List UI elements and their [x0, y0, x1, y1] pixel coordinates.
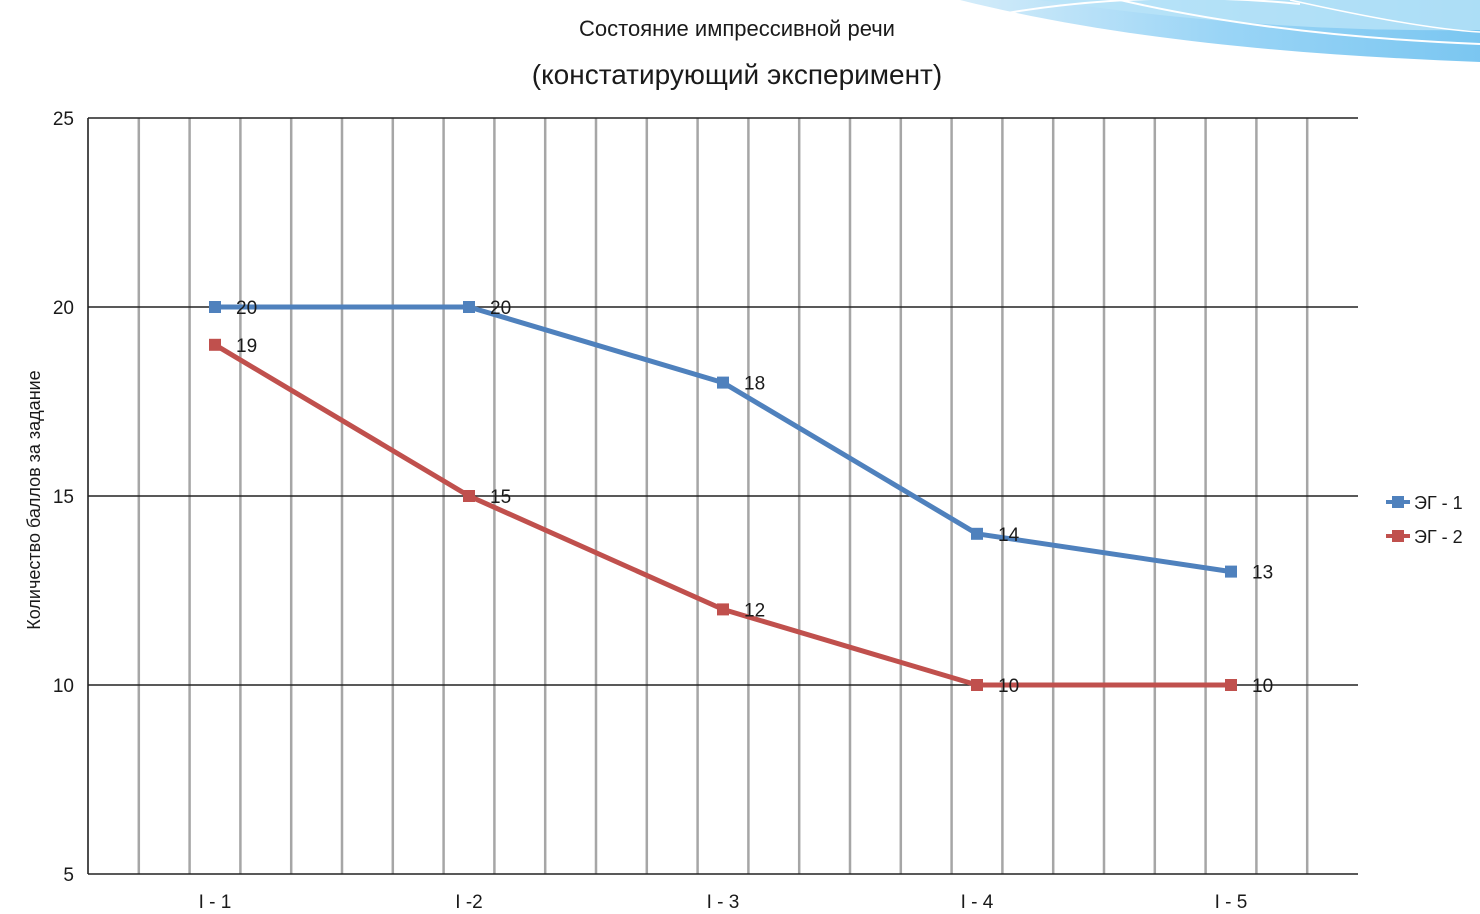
- data-point: [209, 338, 221, 351]
- data-point: [717, 603, 729, 616]
- data-label: 12: [744, 600, 765, 621]
- data-label: 10: [1252, 676, 1273, 697]
- data-point: [717, 376, 729, 389]
- y-tick-label: 15: [53, 487, 74, 508]
- data-label: 10: [998, 676, 1019, 697]
- data-label: 15: [490, 487, 511, 508]
- data-point: [971, 527, 983, 540]
- data-point: [463, 301, 475, 313]
- data-label: 14: [998, 525, 1020, 546]
- series-lines: [209, 301, 1237, 691]
- data-point: [1225, 679, 1237, 691]
- legend-label: ЭГ - 2: [1414, 527, 1463, 547]
- legend-label: ЭГ - 1: [1414, 493, 1463, 513]
- x-tick-label: I - 4: [961, 892, 994, 913]
- series-line-2: [213, 342, 1231, 688]
- chart-title: Состояние импрессивной речи: [579, 16, 895, 41]
- data-label: 13: [1252, 563, 1273, 584]
- y-tick-label: 10: [53, 676, 74, 697]
- y-tick-label: 25: [53, 109, 74, 130]
- x-tick-label: I - 3: [707, 892, 740, 913]
- data-point: [971, 679, 983, 691]
- data-labels: 20 20 18 14 13 19 15 12 10 10: [236, 298, 1273, 697]
- data-point: [209, 301, 221, 313]
- x-tick-label: I - 5: [1215, 892, 1248, 913]
- grid-lines: [87, 117, 1358, 875]
- legend-marker: [1392, 530, 1404, 542]
- data-point: [463, 490, 475, 502]
- data-label: 20: [490, 298, 511, 319]
- legend: ЭГ - 1 ЭГ - 2: [1386, 493, 1463, 547]
- data-point: [1225, 565, 1237, 578]
- data-label: 18: [744, 374, 765, 395]
- data-label: 20: [236, 298, 257, 319]
- y-tick-labels: 5 10 15 20 25: [53, 109, 74, 886]
- decorative-wave: [959, 0, 1480, 62]
- x-tick-labels: I - 1 I -2 I - 3 I - 4 I - 5: [199, 892, 1248, 913]
- y-tick-label: 20: [53, 298, 74, 319]
- legend-marker: [1392, 496, 1404, 508]
- x-tick-label: I -2: [455, 892, 482, 913]
- y-tick-label: 5: [63, 865, 74, 886]
- x-tick-label: I - 1: [199, 892, 232, 913]
- series-line-1: [215, 304, 1232, 575]
- chart-subtitle: (констатирующий эксперимент): [532, 59, 942, 90]
- data-label: 19: [236, 336, 257, 357]
- y-axis-label: Количество баллов за задание: [24, 370, 44, 629]
